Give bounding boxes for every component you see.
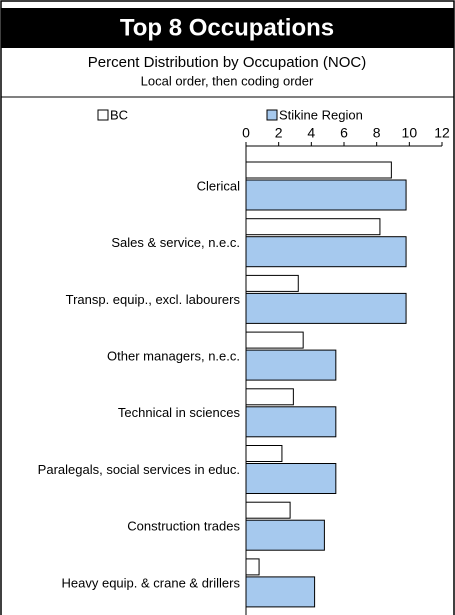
x-tick-label: 8 (373, 125, 381, 141)
bar (245, 218, 381, 236)
legend-swatch (266, 109, 278, 121)
category-label: Construction trades (127, 519, 240, 534)
bar (245, 501, 291, 519)
bar (245, 445, 283, 462)
legend-label: Stikine Region (279, 107, 363, 122)
bar (245, 519, 325, 551)
category-label: Heavy equip. & crane & drillers (62, 575, 241, 590)
chart-note: Local order, then coding order (141, 73, 314, 88)
category-label: Transp. equip., excl. labourers (66, 292, 241, 307)
bar (245, 292, 407, 324)
bar (245, 179, 407, 211)
category-label: Sales & service, n.e.c. (111, 235, 240, 250)
category-label: Technical in sciences (118, 405, 241, 420)
category-label: Other managers, n.e.c. (107, 349, 240, 364)
x-tick-label: 10 (402, 125, 418, 141)
x-tick-label: 4 (307, 125, 315, 141)
category-label: Paralegals, social services in educ. (38, 462, 240, 477)
legend-label: BC (110, 107, 128, 122)
chart-title: Top 8 Occupations (120, 14, 334, 41)
x-tick-label: 2 (275, 125, 283, 141)
bar (245, 576, 316, 608)
x-tick-label: 0 (242, 125, 250, 141)
chart-subtitle: Percent Distribution by Occupation (NOC) (88, 54, 366, 71)
bar (245, 349, 337, 381)
title-bar (1, 8, 454, 48)
legend-swatch (97, 109, 109, 121)
category-label: Clerical (197, 178, 240, 193)
bar (245, 236, 407, 268)
bar (245, 406, 337, 438)
bar (245, 558, 260, 576)
bar (245, 388, 294, 406)
x-tick-label: 12 (434, 125, 450, 141)
bar (245, 463, 337, 494)
bar (245, 274, 299, 292)
bar (245, 331, 304, 349)
bar (245, 161, 392, 179)
x-tick-label: 6 (340, 125, 348, 141)
